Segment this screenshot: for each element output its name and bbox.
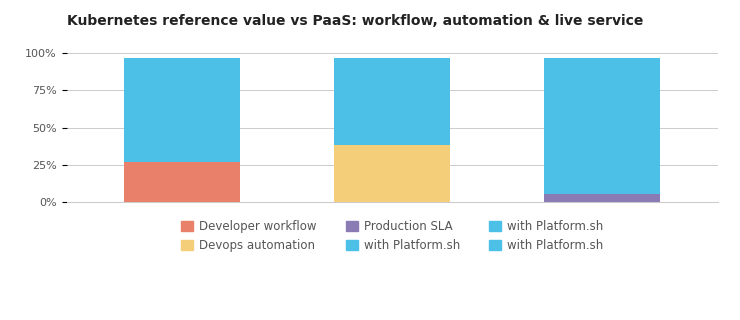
Bar — [124, 162, 240, 202]
Bar — [334, 58, 450, 145]
Bar — [334, 145, 450, 202]
Bar — [545, 194, 660, 202]
Bar — [124, 58, 240, 162]
Text: Kubernetes reference value vs PaaS: workflow, automation & live service: Kubernetes reference value vs PaaS: work… — [67, 14, 643, 28]
Bar — [545, 58, 660, 194]
Legend: Developer workflow, Devops automation, Production SLA, with Platform.sh, with Pl: Developer workflow, Devops automation, P… — [176, 215, 608, 257]
